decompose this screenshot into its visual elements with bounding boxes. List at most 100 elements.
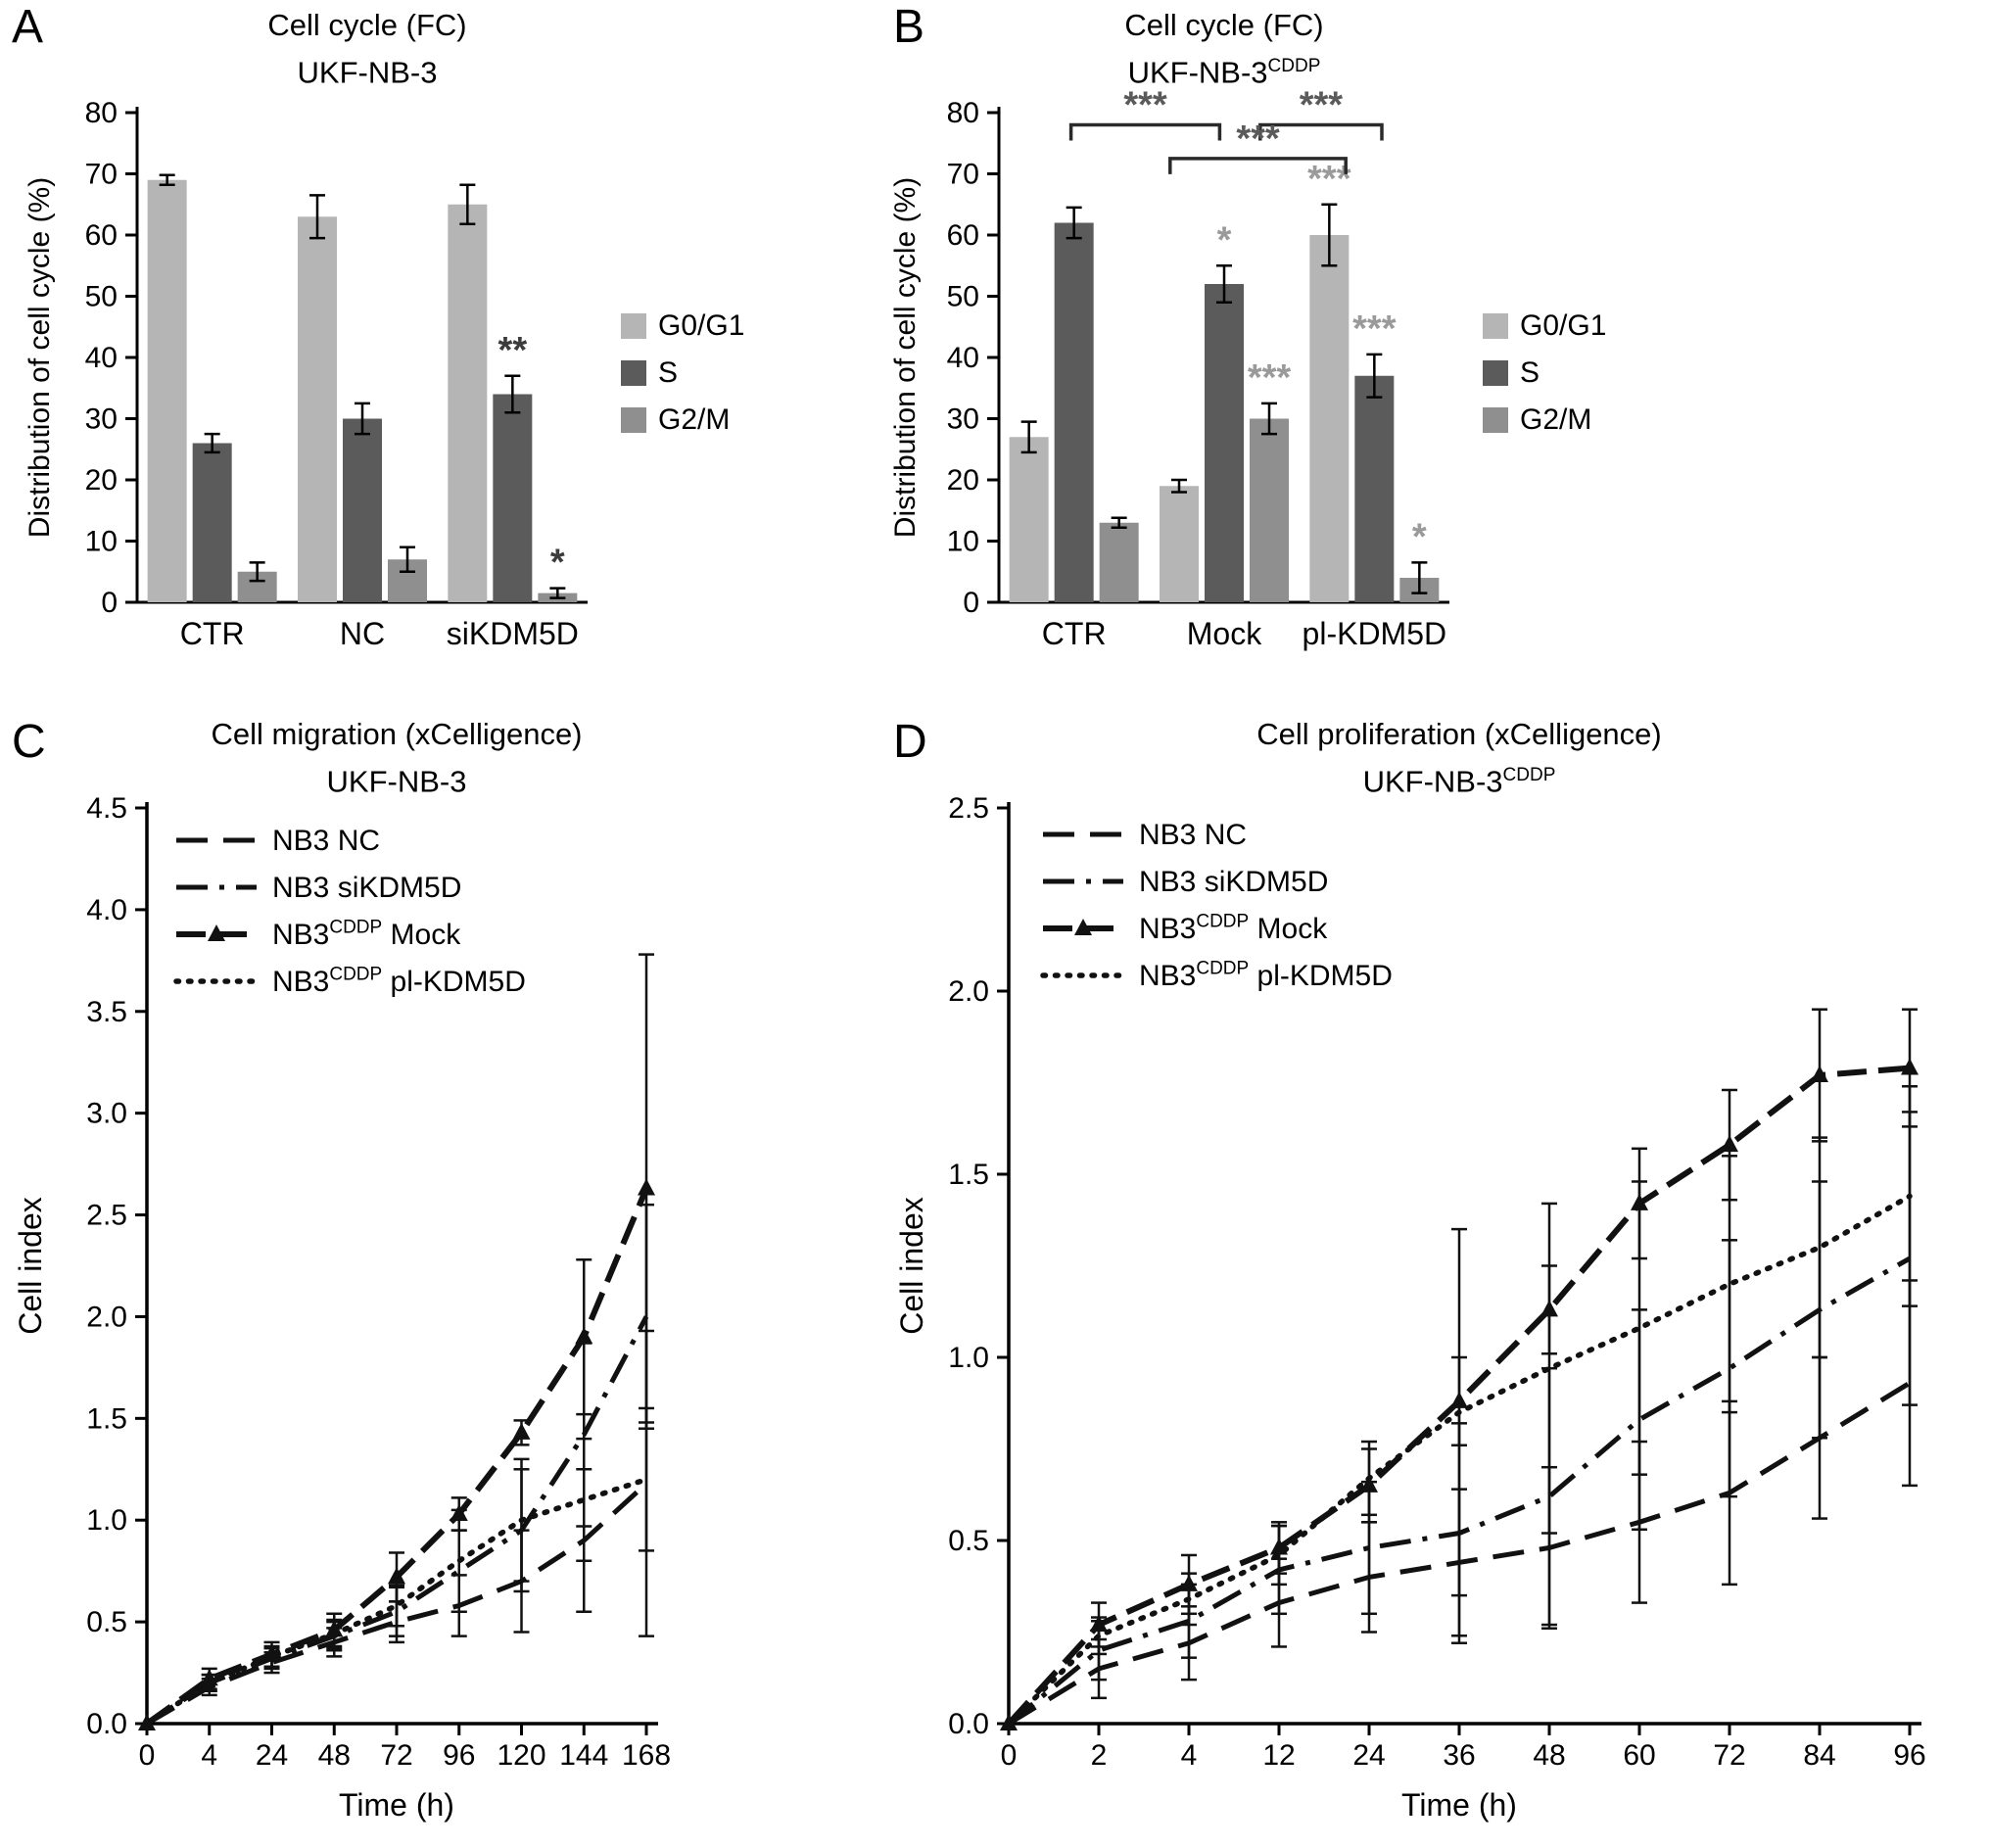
svg-text:96: 96 [1893, 1739, 1925, 1772]
svg-text:144: 144 [559, 1739, 608, 1772]
svg-text:1.5: 1.5 [948, 1159, 989, 1191]
svg-text:70: 70 [85, 159, 118, 191]
triangle-marker [1901, 1058, 1919, 1075]
svg-text:3.5: 3.5 [86, 996, 127, 1028]
svg-text:G0/G1: G0/G1 [1520, 309, 1606, 342]
svg-text:4: 4 [1181, 1739, 1198, 1772]
triangle-marker [262, 1644, 281, 1662]
triangle-marker [1450, 1391, 1468, 1408]
svg-text:60: 60 [947, 219, 979, 252]
panel-c-title-block: Cell migration (xCelligence) UKF-NB-3 [147, 715, 646, 801]
svg-text:***: *** [1352, 308, 1397, 350]
bar-CTR-G0G1 [1009, 437, 1049, 602]
line-legend: NB3 NC NB3 siKDM5D NB3CDDP Mock NB3CDDP pl-… [1040, 819, 1393, 992]
bar-CTR-S [192, 443, 232, 602]
triangle-marker [512, 1422, 531, 1440]
svg-text:*: * [1217, 219, 1232, 261]
panel-d-title-block: Cell proliferation (xCelligence) UKF-NB-… [1165, 715, 1753, 801]
triangle-marker [1811, 1066, 1828, 1083]
svg-text:0.5: 0.5 [86, 1606, 127, 1638]
svg-text:**: ** [498, 330, 528, 371]
panel-letter-b: B [893, 1, 925, 53]
svg-text:4.5: 4.5 [86, 792, 127, 825]
svg-text:70: 70 [947, 159, 979, 191]
svg-text:*: * [1412, 516, 1427, 557]
svg-text:G2/M: G2/M [658, 403, 730, 436]
svg-text:0: 0 [963, 587, 979, 619]
bar-CTR-G0G1 [147, 179, 187, 602]
panel-a: A Cell cycle (FC) UKF-NB-3 0 10 20 30 40 50 60… [0, 0, 995, 715]
svg-text:0.0: 0.0 [86, 1708, 127, 1740]
svg-text:40: 40 [85, 342, 118, 374]
triangle-marker [1270, 1538, 1288, 1555]
svg-text:*: * [550, 543, 565, 584]
svg-text:4: 4 [201, 1739, 217, 1772]
svg-text:36: 36 [1443, 1739, 1475, 1772]
svg-text:***: *** [1236, 118, 1280, 160]
bar-NC-S [343, 418, 382, 602]
line-legend: NB3 NC NB3 siKDM5D NB3CDDP Mock NB3CDDP pl-… [173, 825, 526, 998]
legend-swatch-S [621, 360, 646, 386]
svg-text:Distribution of cell cycle (%): Distribution of cell cycle (%) [889, 177, 922, 538]
svg-text:30: 30 [947, 403, 979, 436]
svg-text:48: 48 [318, 1739, 351, 1772]
triangle-marker [450, 1503, 468, 1521]
line-chart-cell-migration: 0.0 0.5 1.0 1.5 2.0 2.5 3.0 3.5 4.0 4.5 0 4 24 48 72 96… [13, 792, 671, 1823]
svg-text:0: 0 [101, 587, 118, 619]
svg-text:CTR: CTR [1042, 616, 1107, 651]
panel-b-subtitle: UKF-NB-3 [1127, 55, 1268, 90]
panel-letter-d: D [893, 716, 927, 768]
svg-text:80: 80 [947, 97, 979, 129]
panel-d-subtitle-sup: CDDP [1502, 765, 1556, 785]
svg-text:60: 60 [1623, 1739, 1655, 1772]
significance-bracket [1068, 122, 1222, 141]
svg-text:0.5: 0.5 [948, 1525, 989, 1557]
svg-text:20: 20 [85, 464, 118, 497]
svg-text:0.0: 0.0 [948, 1708, 989, 1740]
svg-text:10: 10 [85, 526, 118, 558]
svg-text:168: 168 [622, 1739, 671, 1772]
svg-text:48: 48 [1533, 1739, 1565, 1772]
svg-text:NB3CDDP pl-KDM5D: NB3CDDP pl-KDM5D [1139, 959, 1393, 992]
panel-b-subtitle-sup: CDDP [1267, 56, 1321, 76]
svg-text:2.5: 2.5 [948, 792, 989, 825]
svg-text:NB3 NC: NB3 NC [1139, 819, 1247, 851]
svg-text:Distribution of cell cycle (%): Distribution of cell cycle (%) [24, 177, 56, 538]
svg-text:Cell index: Cell index [894, 1197, 929, 1335]
bar-CTR-G2M [1099, 522, 1139, 602]
line-chart-cell-proliferation: 0.00.51.01.52.02.50 2 4 12 24 36 48 60 72 84 96Tim… [894, 792, 1926, 1823]
bar-legend: G0/G1 S G2/M [1483, 309, 1606, 436]
svg-text:Time (h): Time (h) [1401, 1787, 1517, 1823]
svg-text:2.5: 2.5 [86, 1200, 127, 1232]
panel-letter-c: C [12, 716, 46, 768]
panel-d-title: Cell proliferation (xCelligence) [1256, 717, 1662, 751]
bar-siKDM5D-G0G1 [448, 204, 488, 602]
triangle-marker [1631, 1193, 1648, 1210]
svg-text:4.0: 4.0 [86, 894, 127, 926]
svg-text:20: 20 [947, 464, 979, 497]
svg-text:72: 72 [380, 1739, 412, 1772]
svg-text:2.0: 2.0 [948, 975, 989, 1008]
svg-text:CTR: CTR [180, 616, 245, 651]
svg-text:120: 120 [497, 1739, 545, 1772]
triangle-marker [638, 1178, 655, 1196]
panel-a-subtitle: UKF-NB-3 [297, 55, 438, 90]
svg-text:1.5: 1.5 [86, 1402, 127, 1435]
triangle-marker [1000, 1714, 1018, 1730]
svg-text:***: *** [1307, 159, 1351, 200]
svg-text:NB3 siKDM5D: NB3 siKDM5D [1139, 866, 1328, 898]
bar-pl-KDM5D-S [1354, 375, 1395, 602]
significance-bracket [1258, 122, 1384, 141]
line-plot: 0.00.51.01.52.02.50 2 4 12 24 36 48 60 72 84 96Tim… [894, 792, 1926, 1823]
panel-b: B Cell cycle (FC) UKF-NB-3CDDP 0 10 20 30 40… [881, 0, 1990, 715]
svg-text:10: 10 [947, 526, 979, 558]
significance-bracket [1168, 157, 1348, 174]
triangle-marker [1090, 1615, 1108, 1633]
svg-text:***: *** [1300, 85, 1344, 126]
svg-text:50: 50 [85, 281, 118, 313]
svg-text:NB3CDDP pl-KDM5D: NB3CDDP pl-KDM5D [272, 965, 526, 998]
panel-c-subtitle: UKF-NB-3 [326, 764, 467, 799]
bar-Mock-S [1205, 284, 1244, 602]
bar-Mock-G2M [1250, 418, 1289, 602]
